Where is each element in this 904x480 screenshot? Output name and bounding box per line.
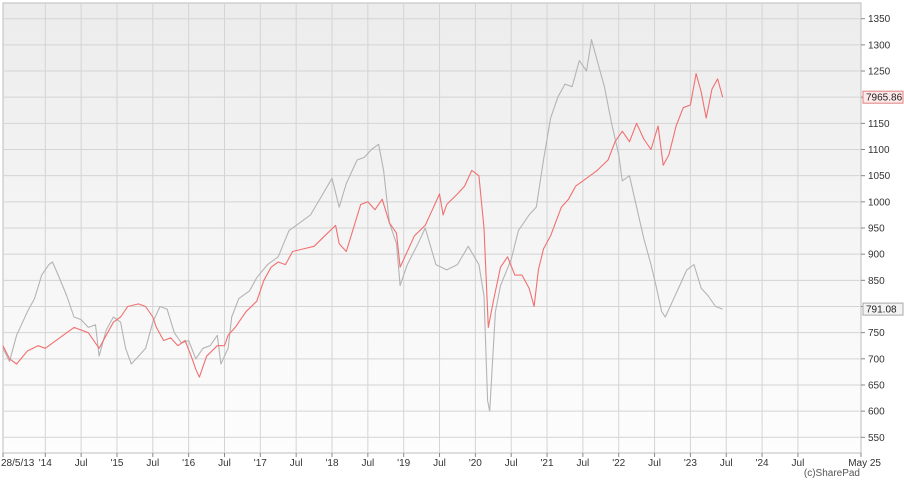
last-value-badge-1 (862, 302, 904, 316)
y-tick-label: 600 (868, 407, 885, 418)
x-tick-label: '19 (397, 458, 410, 469)
x-tick-label: '20 (469, 458, 482, 469)
x-tick-label: '18 (325, 458, 338, 469)
x-tick-label: Jul (361, 458, 374, 469)
y-tick-label: 650 (868, 380, 885, 391)
x-tick-label: '15 (110, 458, 123, 469)
x-tick-label: '21 (541, 458, 554, 469)
x-tick-label: '23 (684, 458, 697, 469)
y-tick-label: 850 (868, 276, 885, 287)
x-tick-label: Jul (648, 458, 661, 469)
x-tick-label: Jul (505, 458, 518, 469)
x-tick-label: Jul (218, 458, 231, 469)
x-tick-label: Jul (433, 458, 446, 469)
y-tick-label: 750 (868, 328, 885, 339)
y-tick-label: 1250 (868, 67, 891, 78)
last-value-label-1: 791.08 (866, 305, 897, 316)
x-tick-label: May 25 (848, 458, 881, 469)
watermark: (c)SharePad (804, 468, 860, 479)
y-tick-label: 900 (868, 250, 885, 261)
x-tick-label: '16 (182, 458, 195, 469)
y-tick-label: 1050 (868, 171, 891, 182)
y-axis: 5506006507007508008509009501000105011001… (861, 14, 891, 444)
x-tick-label: 28/5/13 (1, 458, 35, 469)
y-tick-label: 700 (868, 354, 885, 365)
x-tick-label: '24 (756, 458, 769, 469)
x-axis: 28/5/13 '14 Jul '15 Jul '16 Jul '17 Jul '18 Jul '19… (1, 453, 881, 469)
x-tick-label: Jul (146, 458, 159, 469)
y-tick-label: 1150 (868, 119, 890, 130)
x-tick-label: Jul (75, 458, 88, 469)
y-tick-label: 950 (868, 224, 885, 235)
last-value-badges: 7965.86 791.08 (862, 90, 904, 316)
x-tick-label: Jul (792, 458, 805, 469)
last-value-label-0: 7965.86 (866, 93, 903, 104)
series-group (2, 39, 724, 412)
x-tick-label: Jul (576, 458, 589, 469)
series-line-0 (2, 73, 724, 378)
y-tick-label: 550 (868, 433, 885, 444)
y-tick-label: 1350 (868, 14, 891, 25)
y-tick-label: 1100 (868, 145, 890, 156)
y-tick-label: 1300 (868, 40, 891, 51)
x-tick-label: Jul (290, 458, 303, 469)
x-tick-label: '17 (254, 458, 267, 469)
x-tick-label: '14 (39, 458, 52, 469)
x-tick-label: '22 (612, 458, 625, 469)
x-tick-label: Jul (720, 458, 733, 469)
last-value-badge-0 (862, 90, 904, 104)
y-tick-label: 1000 (868, 197, 891, 208)
grid-lines (3, 3, 861, 453)
